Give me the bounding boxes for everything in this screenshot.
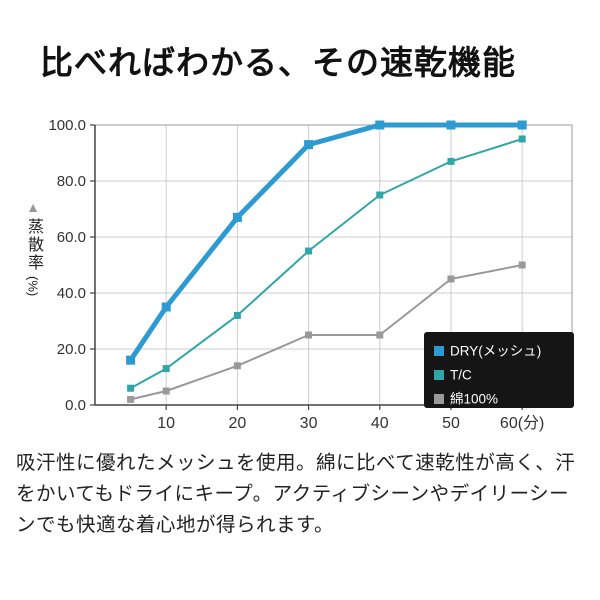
legend-label-2: 綿100% [450, 392, 498, 407]
y-tick-label: 40.0 [57, 285, 86, 302]
series-marker-2 [376, 331, 384, 339]
series-marker-0 [375, 120, 385, 130]
x-tick-label: 40 [371, 415, 389, 432]
series-marker-1 [127, 384, 135, 392]
x-tick-label: 30 [300, 415, 318, 432]
series-marker-1 [305, 247, 313, 255]
series-marker-0 [517, 120, 527, 130]
series-marker-0 [161, 302, 171, 312]
evaporation-rate-chart: 0.0 20.0 40.0 60.0 80.0 100.0 10 20 30 40 50 60(分) D… [0, 95, 600, 440]
legend-swatch-2 [434, 394, 444, 404]
legend-swatch-0 [434, 346, 444, 356]
x-tick-label: 20 [228, 415, 246, 432]
series-marker-0 [126, 355, 136, 365]
description-text: 吸汗性に優れたメッシュを使用。綿に比べて速乾性が高く、汗をかいてもドライにキープ… [16, 452, 576, 536]
y-tick-label: 20.0 [57, 341, 86, 358]
series-marker-2 [447, 275, 455, 283]
y-axis-label: ▲ 蒸散率 (%) [20, 200, 46, 296]
series-marker-0 [304, 140, 314, 150]
x-tick-label: 10 [157, 415, 175, 432]
series-line-0 [128, 122, 525, 363]
series-marker-2 [518, 261, 526, 269]
series-marker-1 [233, 311, 241, 319]
legend-label-0: DRY(メッシュ) [450, 344, 541, 359]
chart-canvas: 0.0 20.0 40.0 60.0 80.0 100.0 10 20 30 40 50 60(分) D… [48, 117, 574, 432]
series-marker-1 [376, 191, 384, 199]
series-marker-1 [162, 365, 170, 373]
page-title: 比べればわかる、その速乾機能 [40, 44, 516, 81]
legend-box [424, 332, 574, 408]
y-axis-unit: (%) [25, 276, 41, 297]
series-marker-0 [446, 120, 456, 130]
y-tick-label: 0.0 [65, 397, 86, 414]
x-tick-label: 60(分) [500, 414, 544, 432]
legend-label-1: T/C [450, 368, 472, 383]
y-axis-arrow-icon: ▲ [26, 199, 40, 215]
series-marker-0 [232, 212, 242, 222]
series-marker-1 [518, 135, 526, 143]
x-tick-label: 50 [442, 415, 460, 432]
series-marker-1 [447, 157, 455, 165]
series-marker-2 [127, 395, 135, 403]
legend-swatch-1 [434, 370, 444, 380]
y-axis-label-text: 蒸散率 [25, 218, 42, 272]
series-marker-2 [162, 387, 170, 395]
series-marker-2 [233, 362, 241, 370]
series-marker-2 [305, 331, 313, 339]
y-tick-label: 80.0 [57, 173, 86, 190]
y-tick-label: 100.0 [48, 117, 86, 134]
y-tick-label: 60.0 [57, 229, 86, 246]
